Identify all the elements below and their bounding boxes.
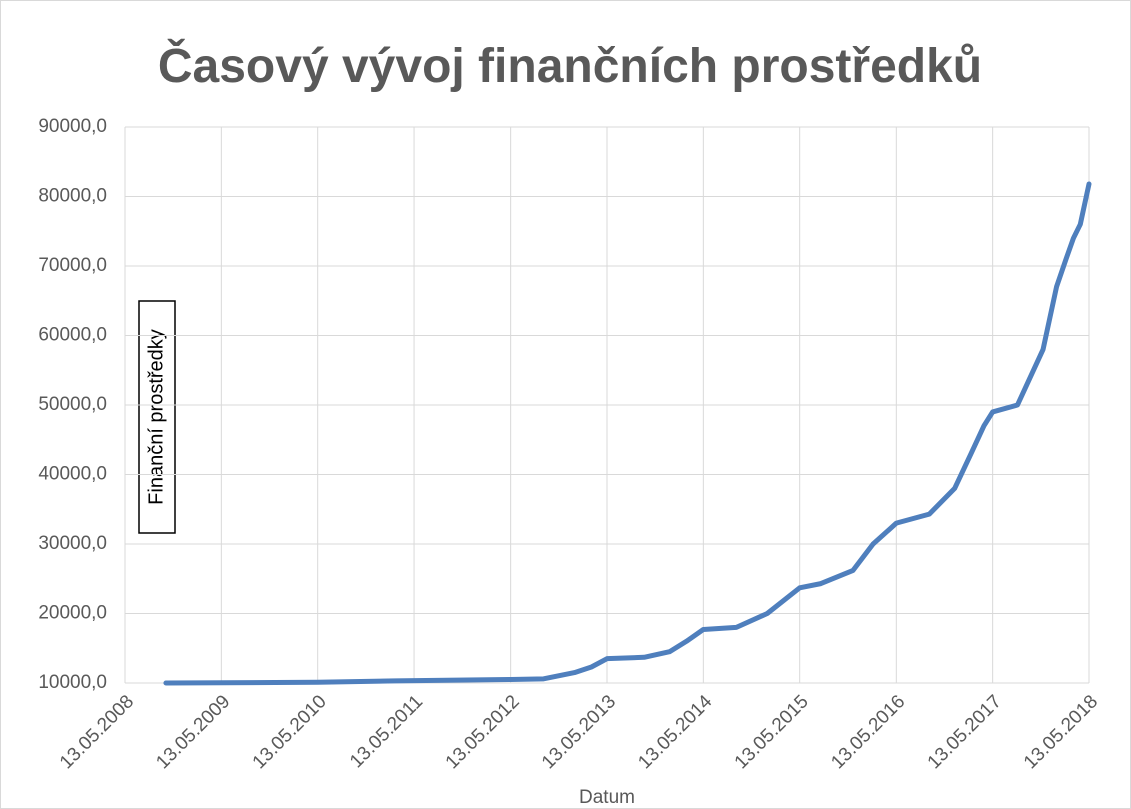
y-tick-label: 40000,0 (38, 464, 107, 485)
y-tick-label: 70000,0 (38, 255, 107, 276)
y-tick-label: 90000,0 (38, 116, 107, 137)
y-tick-label: 60000,0 (38, 325, 107, 346)
y-axis-title-box (138, 300, 176, 534)
chart-title: Časový vývoj finančních prostředků (158, 38, 982, 93)
data-line (163, 181, 1092, 686)
y-tick-label: 80000,0 (38, 186, 107, 207)
x-axis-title: Datum (579, 787, 635, 808)
y-tick-label: 20000,0 (38, 603, 107, 624)
y-tick-label: 10000,0 (38, 672, 107, 693)
y-tick-label: 50000,0 (38, 394, 107, 415)
y-axis-title: Finanční prostředky (145, 329, 167, 505)
y-tick-label: 30000,0 (38, 533, 107, 554)
